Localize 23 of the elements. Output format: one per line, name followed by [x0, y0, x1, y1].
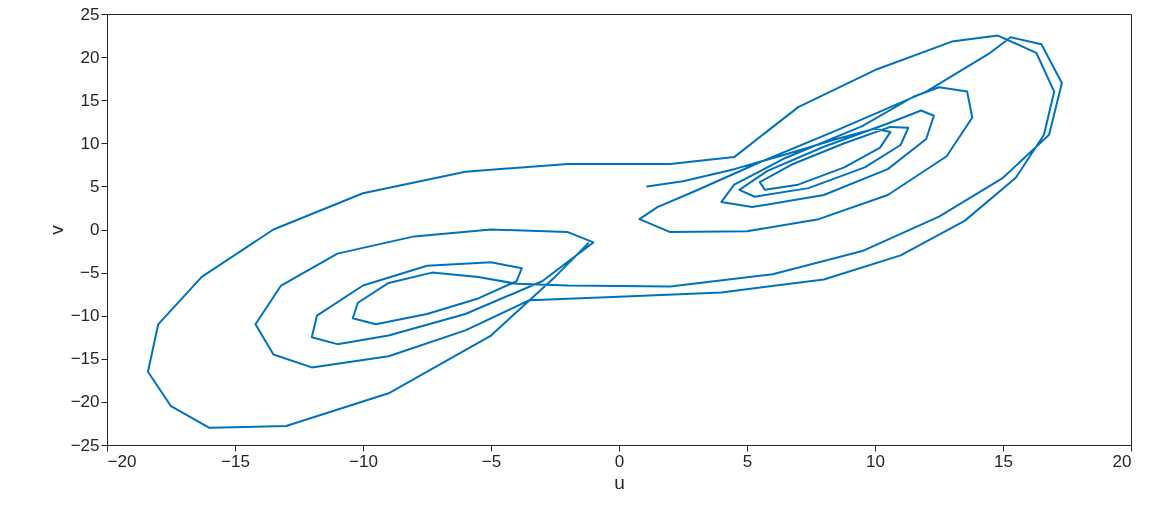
- x-axis-title: u: [614, 471, 625, 493]
- y-tick-label: 20: [80, 47, 100, 67]
- line-series: [146, 34, 1063, 429]
- y-tick-label: −10: [70, 306, 100, 326]
- y-tick-label: −25: [70, 435, 100, 455]
- x-tick-label: 5: [742, 451, 753, 471]
- y-tick-label: 0: [90, 220, 100, 239]
- y-tick-label: 15: [80, 90, 100, 110]
- x-tick-label: 15: [994, 451, 1013, 471]
- y-tick-label: −15: [70, 349, 100, 369]
- x-tick-label: −20: [107, 451, 137, 471]
- y-tick-label: 10: [80, 133, 100, 153]
- y-axis-title: v: [45, 224, 67, 235]
- y-tick-label: −20: [70, 392, 100, 412]
- y-tick-label: −5: [80, 263, 100, 283]
- x-tick-label: 0: [614, 451, 625, 471]
- x-tick-label: 20: [1112, 451, 1132, 471]
- x-tick-label: −15: [221, 451, 250, 471]
- y-tick-label: 5: [90, 176, 100, 196]
- x-tick-label: 10: [866, 451, 885, 471]
- y-tick-label: 25: [80, 4, 100, 24]
- x-tick-label: −10: [349, 451, 378, 471]
- x-tick-label: −5: [481, 451, 502, 471]
